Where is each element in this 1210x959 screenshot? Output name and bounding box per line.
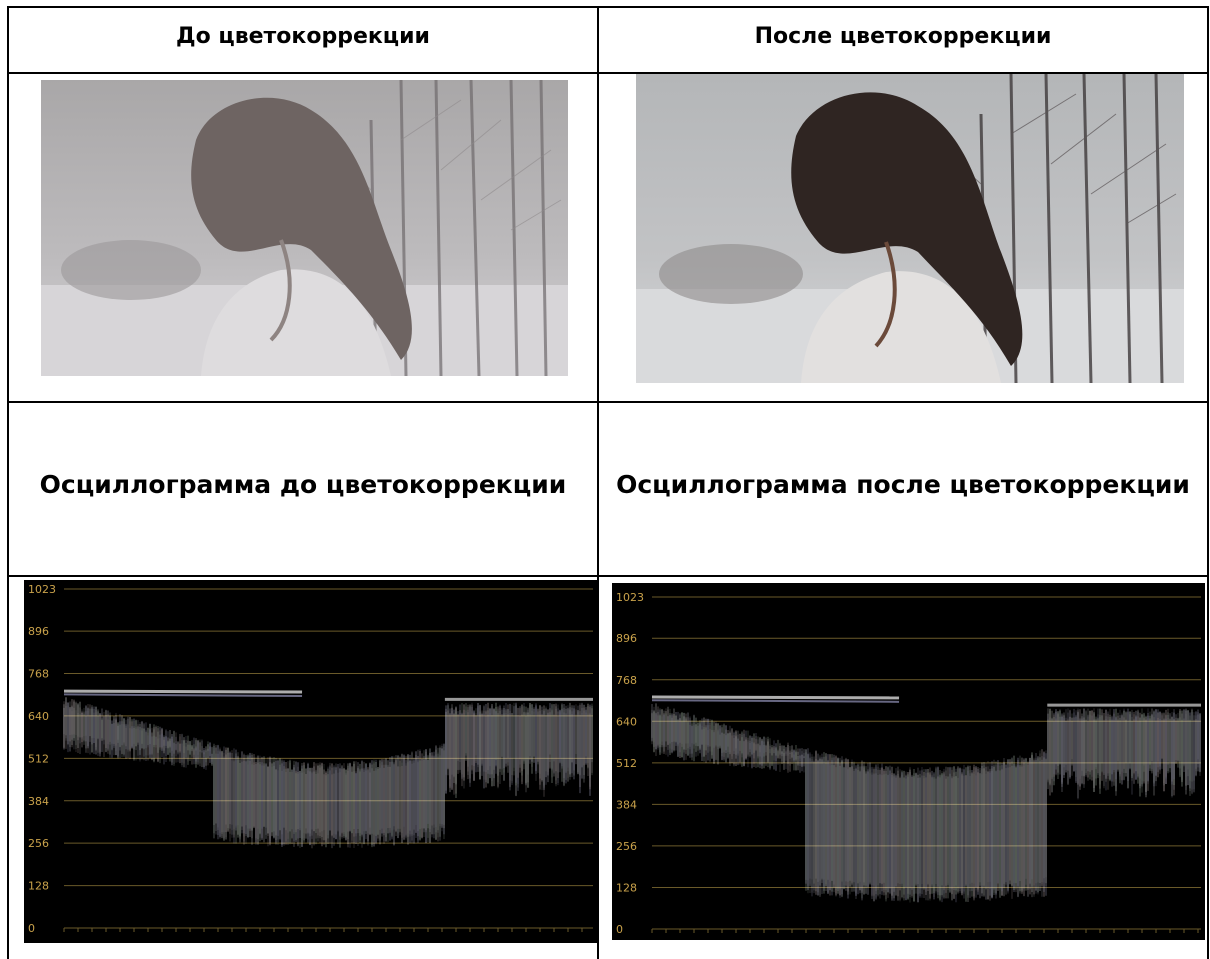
waveform-after: 1023 896 768 640 512 384 256 128 0	[612, 583, 1205, 940]
waveform-before: 1023 896 768 640 512 384 256 128 0	[24, 580, 597, 943]
photo-before	[41, 80, 568, 376]
table-border-right	[1207, 6, 1209, 959]
scale-label: 1023	[28, 583, 56, 596]
waveform-after-plot: 1023 896 768 640 512 384 256 128 0	[616, 591, 1201, 936]
scale-label: 1023	[616, 591, 644, 604]
waveform-trace	[63, 689, 593, 849]
scale-label: 768	[616, 674, 637, 687]
table-border-left	[7, 6, 9, 959]
scale-label: 768	[28, 668, 49, 681]
waveform-before-plot: 1023 896 768 640 512 384 256 128 0	[28, 583, 593, 935]
table-border-top	[7, 6, 1209, 8]
table-row-divider-2	[7, 401, 1209, 403]
scale-label: 512	[616, 757, 637, 770]
scale-label: 384	[616, 798, 637, 811]
scale-label: 0	[28, 922, 35, 935]
table-row-divider-3	[7, 575, 1209, 577]
scale-label: 640	[616, 715, 637, 728]
snow-portrait-image	[636, 74, 1184, 383]
scale-label: 512	[28, 752, 49, 765]
header-before: До цветокоррекции	[176, 24, 430, 49]
scale-label: 384	[28, 795, 49, 808]
scale-label: 256	[28, 837, 49, 850]
table-divider-vertical	[597, 6, 599, 959]
scale-label: 640	[28, 710, 49, 723]
header-after: После цветокоррекции	[754, 24, 1052, 49]
scale-label: 256	[616, 840, 637, 853]
scale-label: 0	[616, 923, 623, 936]
scope-title-after: Осциллограмма после цветокоррекции	[616, 470, 1190, 499]
scale-label: 896	[616, 632, 637, 645]
scale-label: 896	[28, 625, 49, 638]
scale-label: 128	[28, 880, 49, 893]
photo-after	[636, 74, 1184, 383]
scale-label: 128	[616, 881, 637, 894]
scope-title-before: Осциллограмма до цветокоррекции	[39, 470, 567, 499]
snow-portrait-image	[41, 80, 568, 376]
table-row-divider-1	[7, 72, 1209, 74]
waveform-trace	[651, 695, 1201, 903]
